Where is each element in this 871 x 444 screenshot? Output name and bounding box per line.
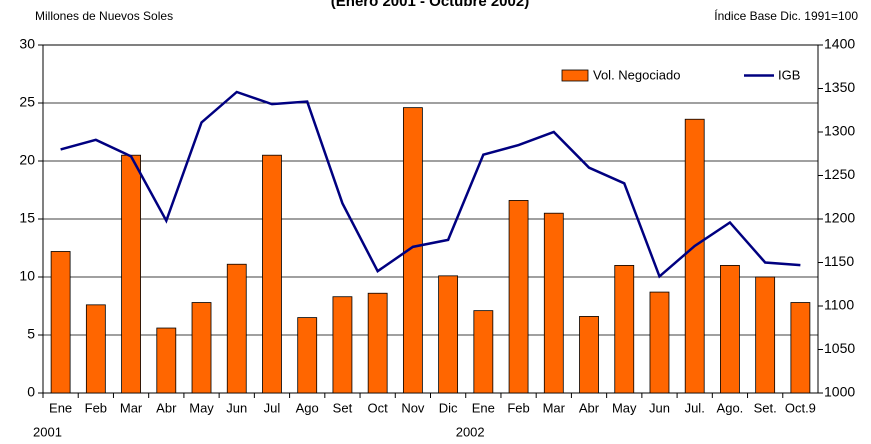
y2-tick-label: 1000 [824,384,855,400]
legend-label: IGB [778,67,800,82]
x-tick-label: Dic [439,400,458,415]
y2-tick-label: 1400 [824,36,855,52]
x-tick-label: Set [333,400,353,415]
x-tick-label: Oct [368,400,389,415]
bar [790,302,811,394]
x-tick-label: Ago. [717,400,744,415]
y2-tick-label: 1200 [824,210,855,226]
y2-axis-label: Índice Base Dic. 1991=100 [714,8,858,23]
bar [614,264,635,394]
y-tick-label: 15 [19,210,35,226]
bar [262,154,282,394]
legend-swatch [561,69,589,82]
bar [367,292,388,394]
x-tick-label: Feb [507,400,529,415]
bar [156,327,177,394]
x-tick-label: May [612,400,637,415]
y2-tick-label: 1300 [824,123,855,139]
bar [50,251,71,394]
x-tick-label: Jul. [685,400,705,415]
y2-tick-label: 1050 [824,340,855,356]
y2-tick-label: 1100 [824,297,854,313]
x-tick-label: Ene [472,400,495,415]
bar [85,304,106,394]
y-tick-label: 0 [27,384,35,400]
bar [508,200,529,394]
y-axis-label: Millones de Nuevos Soles [35,9,173,23]
bar [579,316,599,394]
x-tick-label: Jul [264,400,281,415]
x-tick-label: Abr [579,400,600,415]
x-tick-label: Mar [543,400,566,415]
bar [332,296,353,394]
y-tick-label: 25 [19,94,35,110]
bar [121,154,141,394]
bar [402,107,423,394]
bar [720,264,740,394]
x-tick-label: May [189,400,214,415]
x-tick-label: Ene [49,400,72,415]
bar [226,263,247,394]
bar [473,310,494,394]
y2-tick-label: 1250 [824,166,855,182]
legend-label: Vol. Negociado [593,67,680,82]
x-tick-label: Nov [401,400,425,415]
y-tick-label: 20 [19,152,35,168]
bar [684,118,705,394]
x-tick-label: Set. [754,400,777,415]
bar [755,276,776,394]
x-tick-label: Oct.9 [785,400,816,415]
x-tick-label: Jun [226,400,247,415]
y2-tick-label: 1150 [824,253,854,269]
bar [649,291,670,394]
y-tick-label: 10 [19,268,35,284]
x-tick-label: Ago [296,400,319,415]
x-tick-label: Abr [156,400,177,415]
x-group-label: 2002 [456,424,485,439]
bar [438,275,459,394]
line [60,90,801,279]
chart-title: (Enero 2001 - Octubre 2002) [331,0,529,10]
bar [297,317,318,394]
y-tick-label: 5 [27,326,35,342]
y-tick-label: 30 [19,36,35,52]
x-tick-label: Jun [649,400,670,415]
y2-tick-label: 1350 [824,79,855,95]
bar [191,302,212,394]
x-tick-label: Feb [85,400,107,415]
x-tick-label: Mar [120,400,143,415]
x-group-label: 2001 [33,424,62,439]
bar [543,212,564,394]
